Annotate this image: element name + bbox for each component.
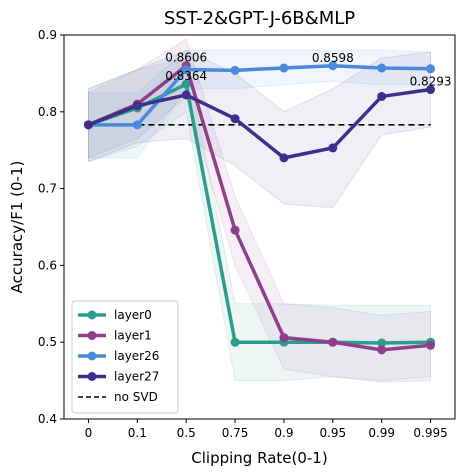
y-axis: 0.4 0.5 0.6 0.7 0.8 0.9 (38, 28, 64, 426)
legend-label: layer0 (114, 308, 152, 322)
y-tick-label: 0.6 (38, 258, 57, 272)
legend-item-layer0: layer0 (78, 308, 152, 322)
point-layer27 (181, 90, 191, 100)
line-layer26 (88, 63, 431, 127)
legend: layer0 layer1 layer26 layer27 no SVD (71, 300, 179, 414)
x-tick-label: 0 (85, 426, 93, 440)
legend-label: layer26 (114, 349, 159, 363)
point-layer27 (83, 120, 93, 130)
x-tick-label: 0.9 (274, 426, 293, 440)
point-layer0 (181, 79, 191, 89)
y-tick-label: 0.4 (38, 412, 57, 426)
x-tick-label: 0.5 (177, 426, 196, 440)
point-layer1 (328, 337, 338, 347)
data-annotation: 0.8293 (410, 74, 452, 88)
point-layer27 (426, 85, 436, 95)
point-layer26 (279, 63, 289, 73)
x-tick-label: 0.995 (413, 426, 447, 440)
point-layer1 (426, 340, 436, 350)
point-layer26 (426, 64, 436, 74)
point-layer0 (377, 338, 387, 348)
x-axis: 0 0.1 0.5 0.75 0.9 0.95 0.99 0.995 (85, 419, 448, 440)
legend-item-no-SVD: no SVD (78, 390, 158, 404)
point-layer27 (230, 114, 240, 124)
legend-item-layer1: layer1 (78, 329, 152, 343)
x-axis-label: Clipping Rate(0-1) (191, 449, 327, 467)
y-tick-label: 0.8 (38, 105, 57, 119)
point-layer26 (181, 65, 191, 75)
legend-marker (87, 310, 97, 320)
legend-label: layer27 (114, 370, 159, 384)
point-layer26 (230, 65, 240, 75)
line-layer27 (87, 87, 431, 160)
point-layer27 (132, 101, 142, 111)
x-tick-label: 0.75 (222, 426, 249, 440)
x-tick-label: 0.1 (128, 426, 147, 440)
series-layer27 (83, 85, 436, 163)
y-tick-label: 0.5 (38, 335, 57, 349)
point-layer27 (328, 143, 338, 153)
plot-frame (63, 34, 456, 420)
data-annotation: 0.8364 (165, 69, 207, 83)
y-tick-label: 0.9 (38, 28, 57, 42)
legend-item-layer26: layer26 (78, 349, 159, 363)
point-layer26 (377, 63, 387, 73)
point-layer1 (279, 333, 289, 343)
legend-label: no SVD (114, 390, 158, 404)
legend-item-layer27: layer27 (78, 370, 159, 384)
line-layer1 (87, 63, 431, 352)
chart-title: SST-2&GPT-J-6B&MLP (164, 8, 355, 29)
legend-marker (87, 351, 97, 361)
legend-marker (87, 372, 97, 381)
point-layer27 (377, 91, 387, 101)
point-layer1 (230, 225, 240, 235)
point-layer27 (279, 153, 289, 163)
point-layer0 (230, 337, 240, 347)
x-tick-label: 0.99 (368, 426, 395, 440)
data-annotation: 0.8606 (165, 50, 207, 64)
legend-marker (87, 331, 97, 340)
data-annotation: 0.8598 (312, 51, 354, 65)
point-layer26 (132, 120, 142, 130)
y-tick-label: 0.7 (38, 182, 57, 196)
legend-label: layer1 (114, 329, 152, 343)
point-layer26 (328, 61, 338, 71)
point-layer1 (377, 345, 387, 355)
x-tick-label: 0.95 (319, 426, 346, 440)
legend-box (71, 300, 179, 414)
y-axis-label: Accuracy/F1 (0-1) (8, 161, 26, 294)
